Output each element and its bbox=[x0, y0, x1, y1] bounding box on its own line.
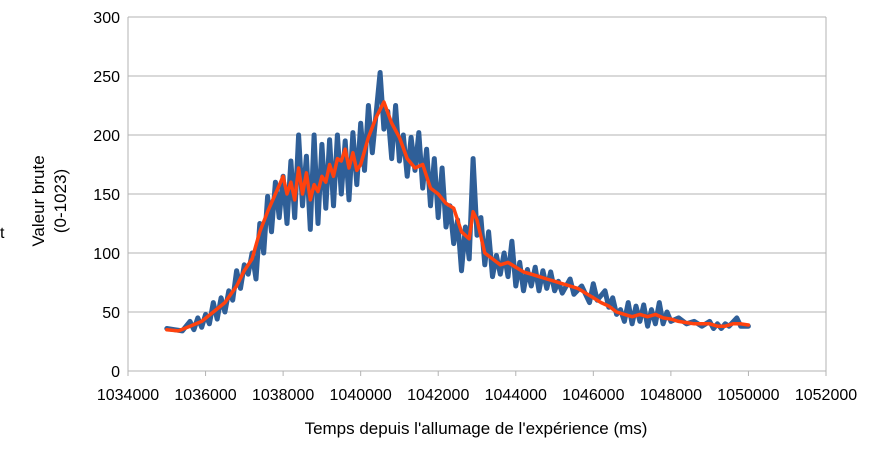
x-tick-label: 1034000 bbox=[97, 387, 159, 404]
x-tick-label: 1048000 bbox=[640, 387, 702, 404]
tick-labels: 0 50 100 150 200 250 300 1034000 1036000 1038000 1… bbox=[93, 10, 857, 404]
y-tick-label: 50 bbox=[102, 305, 120, 322]
series-line-raw bbox=[164, 70, 751, 334]
axes bbox=[127, 17, 827, 376]
x-tick-label: 1052000 bbox=[795, 387, 857, 404]
x-tick-label: 1040000 bbox=[330, 387, 392, 404]
x-tick-label: 1044000 bbox=[485, 387, 547, 404]
x-tick-label: 1038000 bbox=[252, 387, 314, 404]
gridlines bbox=[128, 16, 826, 372]
series-lines bbox=[164, 70, 751, 334]
y-tick-label: 250 bbox=[93, 69, 120, 86]
y-tick-label: 0 bbox=[111, 364, 120, 381]
x-tick-label: 1046000 bbox=[562, 387, 624, 404]
series-line-smoothed bbox=[165, 100, 751, 333]
y-tick-label: 150 bbox=[93, 187, 120, 204]
y-tick-label: 200 bbox=[93, 128, 120, 145]
y-tick-label: 300 bbox=[93, 10, 120, 27]
x-tick-label: 1042000 bbox=[407, 387, 469, 404]
y-axis-title-line-1: Valeur brute bbox=[29, 155, 48, 246]
y-tick-label: 100 bbox=[93, 246, 120, 263]
x-tick-label: 1050000 bbox=[717, 387, 779, 404]
legend-fragment: t bbox=[0, 225, 5, 242]
x-axis-title: Temps depuis l'allumage de l'expérience … bbox=[305, 419, 648, 438]
y-axis-title-line-2: (0-1023) bbox=[51, 169, 70, 233]
x-tick-label: 1036000 bbox=[174, 387, 236, 404]
